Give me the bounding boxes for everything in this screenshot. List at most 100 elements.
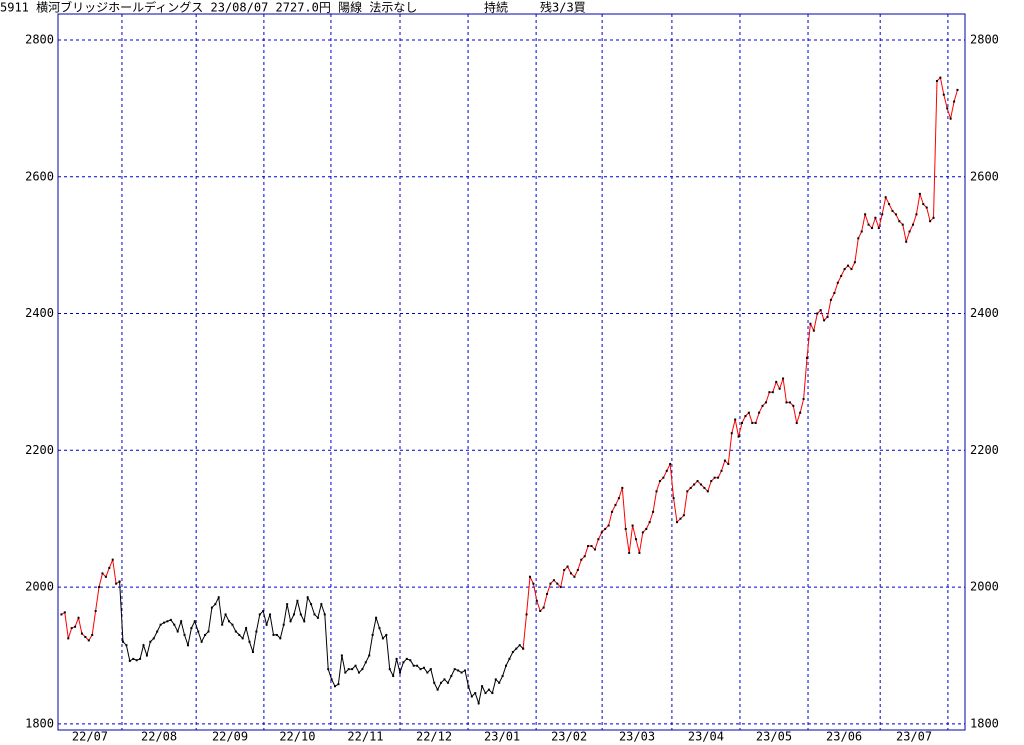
price-line (61, 76, 958, 649)
price-point (942, 93, 945, 96)
price-point (720, 469, 723, 472)
price-point (600, 531, 603, 534)
y2-tick-label: 1800 (970, 716, 999, 730)
price-point (932, 216, 935, 219)
price-point (149, 640, 152, 643)
price-point (792, 404, 795, 407)
price-point (337, 683, 340, 686)
x-tick-label: 22/07 (72, 730, 108, 744)
price-point (474, 692, 477, 695)
price-point (60, 613, 63, 616)
price-point (388, 668, 391, 671)
price-point (118, 580, 121, 583)
price-point (717, 476, 720, 479)
y-tick-label: 1800 (25, 716, 54, 730)
price-line (119, 581, 524, 706)
price-point (652, 510, 655, 513)
price-point (737, 435, 740, 438)
price-point (525, 613, 528, 616)
price-point (888, 203, 891, 206)
price-point (142, 644, 145, 647)
price-point (734, 418, 737, 421)
price-point (679, 517, 682, 520)
price-point (173, 623, 176, 626)
price-point (176, 630, 179, 633)
price-point (573, 575, 576, 578)
price-point (193, 620, 196, 623)
price-point (658, 480, 661, 483)
price-point (422, 666, 425, 669)
price-point (111, 558, 114, 561)
x-tick-label: 23/03 (619, 730, 655, 744)
price-point (197, 630, 200, 633)
price-point (255, 630, 258, 633)
price-point (812, 329, 815, 332)
price-point (870, 227, 873, 230)
price-point (580, 558, 583, 561)
price-point (104, 575, 107, 578)
price-point (77, 616, 80, 619)
price-point (604, 527, 607, 530)
price-point (101, 572, 104, 575)
price-point (662, 476, 665, 479)
price-point (956, 88, 959, 91)
y-tick-label: 2200 (25, 443, 54, 457)
price-point (186, 644, 189, 647)
price-point (132, 657, 135, 660)
price-point (583, 555, 586, 558)
price-point (484, 692, 487, 695)
price-point (299, 613, 302, 616)
price-point (371, 633, 374, 636)
chart-position: 残3/3買 (540, 1, 586, 15)
price-point (570, 572, 573, 575)
price-point (535, 599, 538, 602)
price-point (306, 596, 309, 599)
price-point (282, 623, 285, 626)
price-point (853, 261, 856, 264)
price-point (782, 377, 785, 380)
price-point (939, 76, 942, 79)
price-point (70, 627, 73, 630)
price-point (682, 514, 685, 517)
price-point (378, 627, 381, 630)
price-point (74, 625, 77, 628)
price-point (935, 80, 938, 83)
price-point (816, 312, 819, 315)
x-tick-label: 22/11 (347, 730, 383, 744)
price-point (463, 669, 466, 672)
price-point (727, 462, 730, 465)
price-point (508, 657, 511, 660)
price-point (498, 681, 501, 684)
price-point (487, 688, 490, 691)
price-point (395, 657, 398, 660)
price-point (611, 510, 614, 513)
price-point (795, 421, 798, 424)
price-point (621, 486, 624, 489)
price-point (169, 618, 172, 621)
price-point (628, 551, 631, 554)
price-point (672, 497, 675, 500)
x-tick-label: 23/05 (756, 730, 792, 744)
y-tick-label: 2400 (25, 306, 54, 320)
price-point (877, 227, 880, 230)
price-point (163, 621, 166, 624)
price-point (207, 630, 210, 633)
price-point (460, 671, 463, 674)
price-point (457, 669, 460, 672)
price-point (204, 633, 207, 636)
y-tick-label: 2800 (25, 32, 54, 46)
price-point (552, 579, 555, 582)
price-point (234, 630, 237, 633)
price-point (778, 387, 781, 390)
price-point (918, 192, 921, 195)
price-point (289, 620, 292, 623)
price-point (115, 582, 118, 585)
price-point (320, 603, 323, 606)
price-point (251, 651, 254, 654)
price-point (597, 538, 600, 541)
price-point (741, 421, 744, 424)
price-point (426, 671, 429, 674)
price-point (946, 107, 949, 110)
price-point (214, 603, 217, 606)
